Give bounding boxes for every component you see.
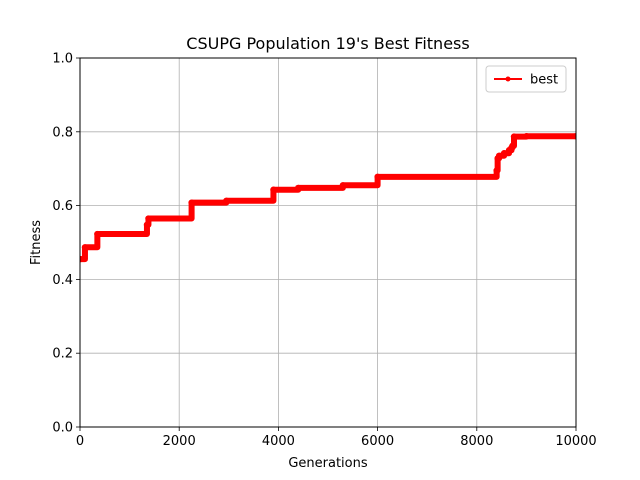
- data-point: [81, 244, 89, 251]
- series-layer: [80, 133, 576, 263]
- data-point: [572, 133, 576, 140]
- ticks: 0 2000 4000 6000 8000 10000 0.0 0.2 0.4 0.6 0.8 1.0: [52, 52, 596, 450]
- x-tick-label: 4000: [262, 434, 295, 449]
- data-point: [223, 197, 230, 205]
- legend-marker: [505, 76, 511, 82]
- x-axis-label: Generations: [288, 456, 368, 471]
- y-tick-label: 1.0: [52, 52, 73, 67]
- data-point: [523, 133, 530, 140]
- data-point: [143, 221, 151, 228]
- data-point: [509, 142, 516, 150]
- y-tick-label: 0.8: [52, 125, 73, 140]
- legend-box: [485, 65, 567, 93]
- y-tick-label: 0.0: [52, 421, 73, 436]
- data-point: [188, 199, 195, 206]
- data-point: [495, 152, 503, 159]
- data-point: [94, 230, 101, 238]
- y-tick-label: 0.6: [52, 199, 73, 214]
- data-point: [295, 184, 302, 192]
- x-tick-label: 10000: [555, 434, 596, 449]
- plot-frame: [79, 57, 577, 428]
- data-point: [500, 150, 508, 157]
- legend: best: [485, 65, 567, 93]
- legend-label-best: best: [530, 73, 558, 88]
- x-tick-label: 8000: [460, 434, 493, 449]
- data-point: [374, 173, 381, 181]
- y-tick-label: 0.4: [52, 273, 73, 288]
- data-point: [145, 215, 152, 222]
- x-tick-label: 0: [76, 434, 84, 449]
- data-point: [510, 133, 518, 140]
- grid: [79, 57, 577, 428]
- series-best: [80, 133, 576, 263]
- y-axis-label: Fitness: [29, 220, 44, 265]
- chart-title: CSUPG Population 19's Best Fitness: [186, 34, 469, 53]
- x-tick-label: 6000: [361, 434, 394, 449]
- data-point: [493, 167, 500, 174]
- x-tick-label: 2000: [163, 434, 196, 449]
- y-tick-label: 0.2: [52, 347, 73, 362]
- data-point: [339, 182, 347, 189]
- data-point: [270, 186, 277, 193]
- data-point: [80, 255, 84, 263]
